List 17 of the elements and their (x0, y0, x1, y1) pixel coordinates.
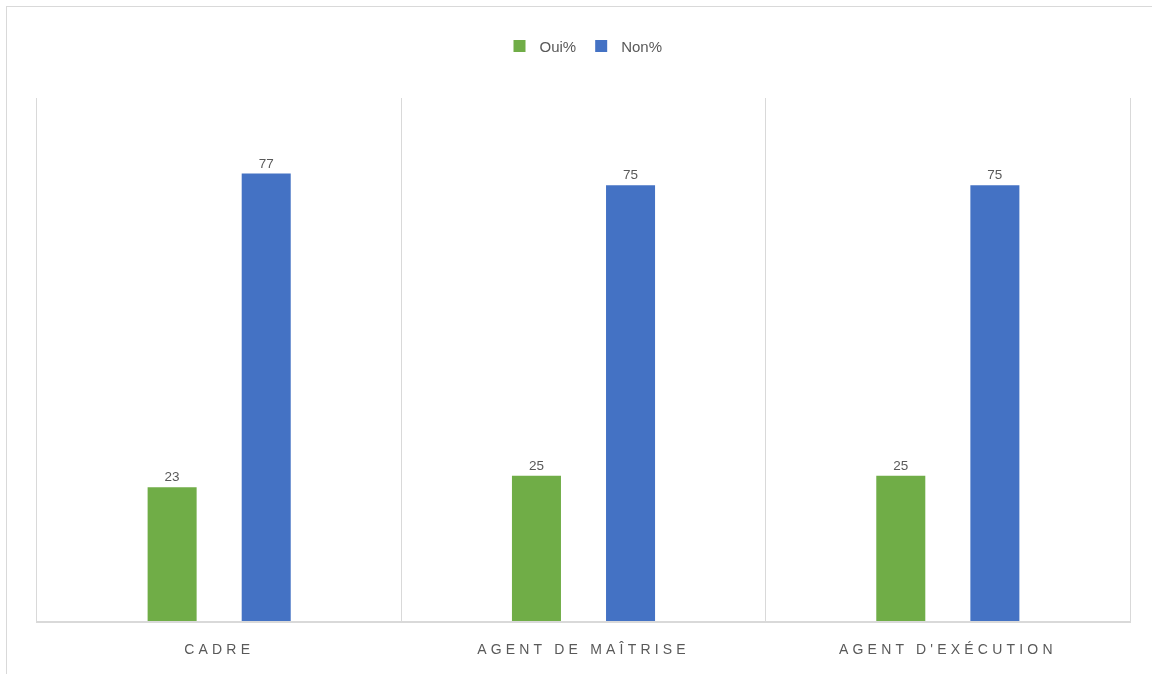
data-label: 75 (623, 167, 639, 183)
data-label: 23 (164, 469, 180, 485)
x-tick-label: AGENT DE MAÎTRISE (477, 640, 690, 657)
bar (606, 185, 656, 621)
x-tick-label: AGENT D'EXÉCUTION (838, 640, 1057, 657)
data-label: 25 (528, 457, 544, 473)
data-label: 77 (258, 155, 274, 171)
bar (511, 475, 561, 621)
legend-label: Oui% (539, 37, 577, 55)
bar (147, 487, 197, 621)
bar (876, 475, 926, 621)
bar (241, 173, 291, 621)
data-label: 75 (987, 167, 1003, 183)
x-tick-label: CADRE (184, 640, 255, 657)
bar (970, 185, 1020, 621)
legend-label: Non% (621, 37, 663, 55)
data-label: 25 (893, 457, 909, 473)
